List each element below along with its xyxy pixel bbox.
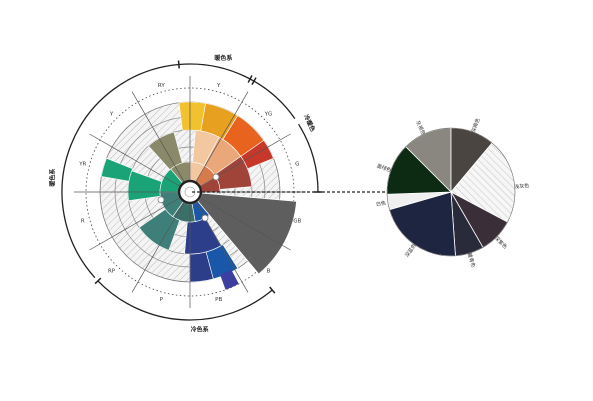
wheel-sector-label: G: [295, 161, 299, 167]
wheel-sector-label: YG: [264, 112, 273, 118]
wheel-sector-label: B: [267, 268, 271, 274]
arc-caption-label: 暖色系: [214, 54, 232, 62]
pie-slice-label: 藏青色: [466, 252, 477, 268]
wheel-sector-label: Y: [216, 83, 221, 89]
arc-caption-label: 冷暖色: [302, 113, 317, 133]
wheel-spoke: [195, 91, 249, 182]
outer-arc-tick-1: [247, 75, 253, 83]
wheel-marker-0: [212, 173, 220, 181]
wheel-sector-label: GB: [293, 219, 301, 225]
wheel-sector-label: P: [160, 297, 164, 303]
wheel-sector-label: RP: [108, 268, 116, 274]
wheel-marker-1: [201, 214, 209, 222]
wheel-sector-label: YR: [78, 161, 86, 167]
wheel-sector-label: PB: [215, 297, 222, 303]
wheel-spoke: [200, 197, 291, 251]
arc-caption-label: 暖色系: [49, 169, 57, 187]
wheel-spoke: [131, 91, 185, 182]
pie-slice-label: 浅灰色: [514, 182, 530, 190]
pie-slice-label: 深褐色: [470, 117, 482, 134]
outer-arc-right: [297, 123, 319, 193]
pie-slice-label: 墨绿色: [376, 162, 393, 174]
wheel-spoke: [131, 202, 185, 293]
wheel-spoke: [89, 197, 180, 251]
outer-arc-tick-0: [177, 60, 180, 69]
outer-arc-left: [61, 63, 179, 279]
wheel-sector-label: R: [81, 219, 85, 225]
wheel-marker-2: [157, 196, 165, 204]
pie-slice-label: 深紫色: [493, 235, 509, 251]
pie-slice-label: 白色: [375, 199, 386, 207]
pie-outline: [386, 127, 516, 257]
outer-arc-tick-2: [251, 77, 257, 85]
pie-slice-label: 灰褐色: [414, 120, 427, 137]
wheel-sector-label: Y: [109, 112, 114, 118]
wheel-spoke: [89, 133, 180, 187]
outer-arc-top: [178, 63, 296, 119]
wheel-violet-strip: [220, 269, 239, 290]
outer-arc-tick-3: [94, 277, 102, 285]
arc-caption-label: 冷色系: [191, 326, 209, 334]
wheel-sector-label: RY: [158, 83, 165, 89]
outer-arc-tick-4: [269, 286, 276, 294]
outer-arc-bottom: [97, 280, 273, 321]
